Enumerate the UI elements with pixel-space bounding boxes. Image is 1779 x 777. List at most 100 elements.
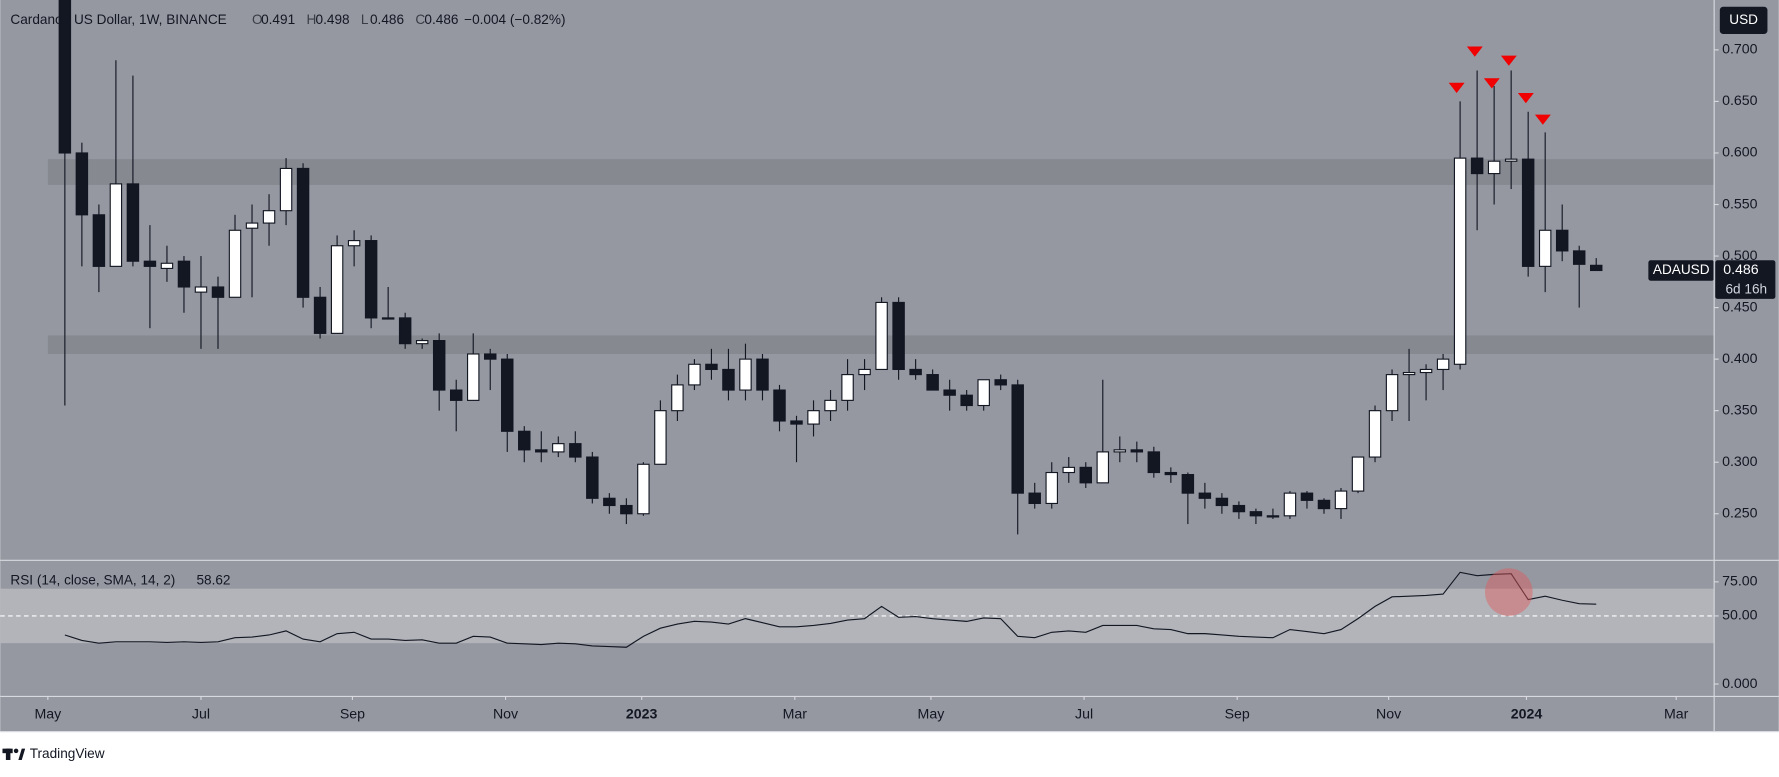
x-tick-label: Sep: [1225, 706, 1250, 722]
symbol-tag-text: ADAUSD: [1653, 262, 1710, 277]
candle-body: [1453, 157, 1467, 365]
brand: TradingView: [30, 746, 105, 761]
candle-body: [1215, 497, 1229, 507]
candle-body: [279, 167, 293, 212]
legend-key: C: [415, 12, 425, 27]
candle-body: [1572, 250, 1586, 265]
marker: [1448, 82, 1465, 94]
candle-body: [381, 317, 395, 320]
candle-body: [756, 358, 769, 391]
legend-key: O: [252, 12, 263, 27]
x-tick-label: Sep: [340, 706, 365, 722]
candle-body: [449, 389, 463, 401]
candle-body: [535, 449, 548, 453]
candle-body: [347, 240, 361, 247]
candle-body: [960, 394, 973, 407]
candle-body: [1266, 515, 1280, 518]
countdown-text: 6d 16h: [1725, 281, 1767, 296]
candle-body: [330, 245, 344, 334]
candle-body: [773, 389, 786, 422]
y-tick-label: 0.600: [1722, 145, 1758, 161]
y-tick-label: 0.400: [1722, 351, 1758, 367]
candle-body: [1011, 384, 1024, 494]
candle-body: [415, 340, 429, 345]
legend-value: 0.498: [316, 12, 350, 27]
candle-body: [739, 358, 752, 391]
candle-body: [569, 443, 582, 458]
candle-body: [671, 384, 684, 412]
candle-body: [1538, 229, 1552, 267]
candle-body: [603, 497, 616, 507]
candle-body: [1147, 451, 1161, 474]
candle-body: [364, 240, 378, 319]
y-tick-label: 0.700: [1722, 42, 1758, 58]
candle-body: [977, 379, 990, 407]
annotation-markers: [1448, 46, 1551, 125]
candle-body: [892, 301, 905, 371]
candle-body: [1402, 371, 1416, 376]
x-tick-label: Mar: [1664, 706, 1689, 722]
marker: [1534, 114, 1551, 125]
candle-body: [160, 262, 174, 269]
candle-body: [1096, 451, 1110, 484]
candle-body: [994, 379, 1007, 386]
legend-key: H: [306, 12, 316, 27]
marker: [1483, 78, 1500, 89]
candle-body: [807, 410, 820, 425]
annotation-circle: [1485, 568, 1533, 616]
rsi-label: RSI (14, close, SMA, 14, 2): [10, 572, 175, 587]
candle-body: [586, 456, 599, 499]
candle-body: [1589, 264, 1603, 272]
candle-body: [1368, 410, 1382, 458]
rsi-y-tick-label: 0.000: [1722, 676, 1758, 692]
candle-body: [1504, 158, 1518, 162]
candle-body: [1062, 466, 1075, 474]
rsi-y-tick-label: 50.00: [1722, 608, 1758, 624]
candle-body: [1283, 492, 1297, 517]
candle-body: [313, 296, 327, 334]
candle-body: [1164, 471, 1178, 476]
candle-body: [1436, 358, 1450, 371]
candle-body: [262, 210, 276, 224]
candle-body: [688, 363, 701, 386]
currency-button[interactable]: [1719, 6, 1768, 35]
candle-body: [1419, 368, 1433, 374]
candle-body: [1555, 229, 1569, 252]
logo-part: [18, 748, 26, 760]
candle-body: [943, 389, 956, 396]
candle-body: [1232, 504, 1246, 513]
candle-body: [1487, 160, 1501, 175]
candle-body: [1045, 471, 1058, 505]
candle-body: [705, 363, 718, 371]
x-tick-label: Mar: [783, 706, 808, 722]
footer: [0, 731, 1779, 777]
x-tick-label: May: [34, 706, 62, 722]
candle-body: [926, 374, 939, 391]
x-tick-label: Jul: [192, 706, 210, 722]
candle-body: [637, 463, 650, 515]
candle-body: [1028, 492, 1041, 505]
candle-body: [620, 504, 633, 515]
currency-label[interactable]: USD: [1729, 12, 1758, 27]
candle-body: [552, 443, 565, 453]
candle-body: [841, 374, 854, 401]
candle-body: [722, 368, 735, 391]
rsi-band: [0, 588, 1715, 644]
rsi-last: 58.62: [196, 572, 230, 587]
candle-body: [1470, 157, 1484, 175]
x-tick-label: Nov: [1376, 706, 1402, 722]
candle-body: [1198, 492, 1212, 499]
y-tick-label: 0.500: [1722, 248, 1758, 264]
candle-body: [875, 301, 888, 371]
legend-value: 0.491: [261, 12, 295, 27]
legend-key: L: [361, 12, 369, 27]
candle-body: [518, 430, 531, 451]
candle-body: [58, 0, 72, 154]
candle-body: [109, 183, 123, 267]
price-tag-text: 0.486: [1723, 262, 1759, 278]
candle-body: [1385, 374, 1399, 412]
candle-body: [177, 260, 191, 288]
candle-body: [1130, 449, 1144, 453]
